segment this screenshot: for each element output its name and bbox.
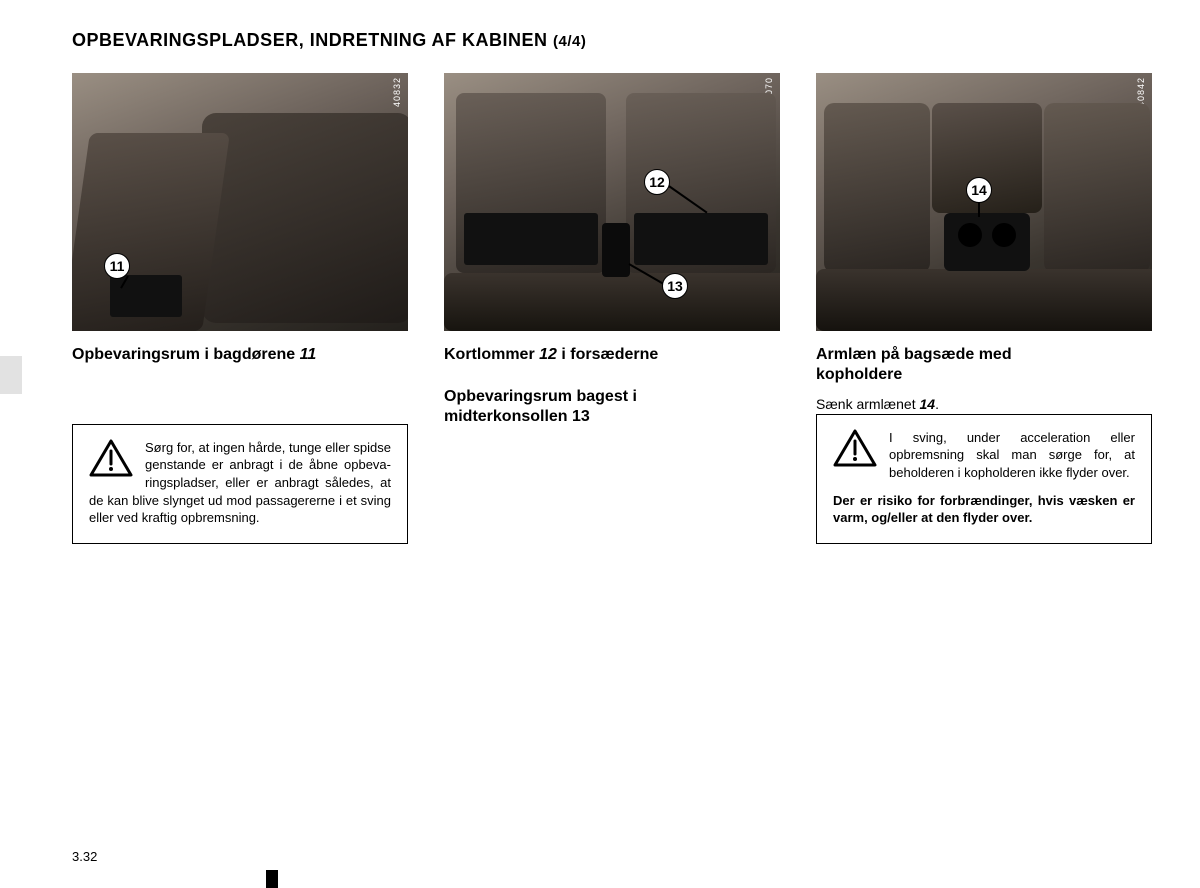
callout-11: 11 bbox=[104, 253, 130, 279]
cupholder bbox=[992, 223, 1016, 247]
caption-middle-1: Kortlommer 12 i forsæderne bbox=[444, 345, 780, 365]
caption-text: i forsæderne bbox=[557, 346, 658, 363]
page-title: OPBEVARINGSPLADSER, INDRETNING AF KABINE… bbox=[72, 30, 1152, 51]
spacer bbox=[444, 427, 780, 544]
columns: 40832 11 Opbevaringsrum i bagdørene 11 bbox=[72, 73, 1152, 584]
warning-strong: Der er risiko for forbrændinger, hvis væ… bbox=[833, 492, 1135, 527]
warning-icon bbox=[833, 429, 879, 469]
callout-13: 13 bbox=[662, 273, 688, 299]
body-text: Sænk armlænet bbox=[816, 396, 919, 412]
figure-seat-pockets: 41070 12 13 bbox=[444, 73, 780, 331]
warning-icon bbox=[89, 439, 135, 479]
callout-11-label: 11 bbox=[110, 258, 125, 274]
interior-shape bbox=[202, 113, 408, 323]
caption-text: midterkonsollen 1 bbox=[444, 408, 581, 425]
spacer bbox=[72, 365, 408, 424]
warning-box-right: I sving, under acceleration eller opbrem… bbox=[816, 414, 1152, 544]
pocket-left bbox=[464, 213, 598, 265]
body-text-right: Sænk armlænet 14. bbox=[816, 395, 1152, 414]
figure-armrest: 40842 14 bbox=[816, 73, 1152, 331]
caption-middle-2: Opbevaringsrum bagest i midterkonsollen … bbox=[444, 387, 780, 427]
caption-text: Kortlommer bbox=[444, 346, 539, 363]
cupholder bbox=[958, 223, 982, 247]
page: OPBEVARINGSPLADSER, INDRETNING AF KABINE… bbox=[0, 0, 1200, 888]
body-num: 14 bbox=[919, 396, 935, 412]
caption-num: 11 bbox=[300, 346, 317, 363]
column-right: 40842 14 Armlæn på bagsæde med kopholder… bbox=[816, 73, 1152, 584]
warning-box-left: Sørg for, at ingen hårde, tunge eller sp… bbox=[72, 424, 408, 544]
callout-12: 12 bbox=[644, 169, 670, 195]
title-main: OPBEVARINGSPLADSER, INDRETNING AF KABINE… bbox=[72, 30, 548, 50]
photo-id: 40832 bbox=[392, 77, 402, 107]
callout-14-label: 14 bbox=[971, 182, 987, 198]
caption-left: Opbevaringsrum i bagdørene 11 bbox=[72, 345, 408, 365]
page-number: 3.32 bbox=[72, 849, 97, 864]
caption-text: Armlæn på bagsæde med bbox=[816, 346, 1012, 363]
caption-num: 3 bbox=[581, 408, 590, 425]
leader-line bbox=[978, 201, 980, 217]
pocket-right bbox=[634, 213, 768, 265]
seat-bench bbox=[444, 273, 780, 331]
caption-num: 12 bbox=[539, 346, 557, 363]
warning-text: I sving, under acceleration eller opbrem… bbox=[889, 430, 1135, 480]
figure-rear-door-storage: 40832 11 bbox=[72, 73, 408, 331]
callout-13-label: 13 bbox=[667, 278, 683, 294]
armrest bbox=[944, 213, 1030, 271]
caption-text: kopholdere bbox=[816, 366, 902, 383]
column-middle: 41070 12 13 Kortlommer 12 i fors bbox=[444, 73, 780, 584]
console-storage bbox=[602, 223, 630, 277]
callout-14: 14 bbox=[966, 177, 992, 203]
caption-text: Opbevaringsrum i bagdørene bbox=[72, 346, 300, 363]
seat-left bbox=[824, 103, 930, 273]
caption-text: Opbevaringsrum bagest i bbox=[444, 388, 637, 405]
title-sub: (4/4) bbox=[553, 33, 586, 50]
column-left: 40832 11 Opbevaringsrum i bagdørene 11 bbox=[72, 73, 408, 584]
callout-12-label: 12 bbox=[649, 174, 665, 190]
body-text: . bbox=[935, 396, 939, 412]
caption-right: Armlæn på bagsæde med kopholdere bbox=[816, 345, 1152, 385]
door-pocket bbox=[110, 275, 182, 317]
seat-right bbox=[1044, 103, 1150, 273]
seat-bench bbox=[816, 269, 1152, 331]
